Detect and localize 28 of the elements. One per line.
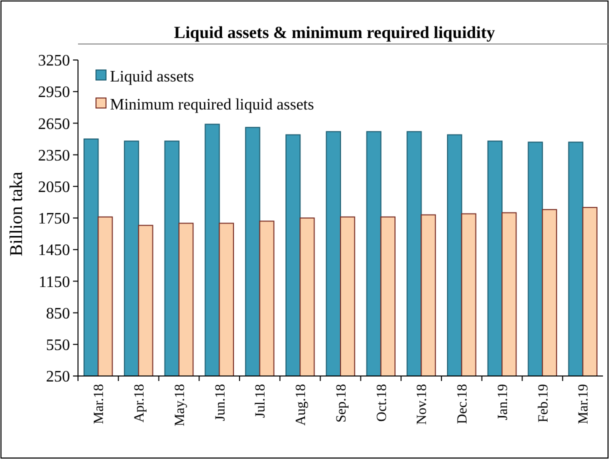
y-tick-label: 850 [46,305,70,322]
legend-label: Minimum required liquid assets [110,96,314,114]
x-tick-label: Jun.18 [213,384,228,421]
y-tick-label: 1150 [38,274,70,291]
x-tick-label: Apr.18 [132,384,148,422]
x-tick-label: Aug.18 [294,384,310,426]
y-tick-label: 1450 [38,242,70,260]
y-tick-label: 2650 [38,116,70,133]
chart-title: Liquid assets & minimum required liquidity [174,23,496,42]
x-tick-label: Dec.18 [456,384,471,424]
x-tick-label: Nov.18 [415,384,430,425]
y-axis-title: Billion taka [6,172,26,256]
x-tick-label: Oct.18 [374,384,390,422]
x-tick-label: Jul.18 [254,384,269,418]
y-tick-label: 2950 [38,84,70,102]
x-tick-label: Feb.19 [536,384,552,422]
x-tick-label: Mar.18 [92,384,108,424]
x-tick-label: Mar.19 [576,384,592,424]
y-tick-label: 1750 [38,210,70,228]
legend-label: Liquid assets [110,68,194,86]
y-tick-label: 3250 [38,52,70,70]
y-tick-label: 2350 [38,147,70,164]
y-tick-label: 250 [46,368,70,386]
y-tick-label: 550 [46,337,70,354]
x-tick-label: Jan.19 [496,384,511,420]
x-tick-label: Sep.18 [334,384,350,422]
y-tick-label: 2050 [38,179,70,196]
x-tick-label: May.18 [172,384,188,426]
